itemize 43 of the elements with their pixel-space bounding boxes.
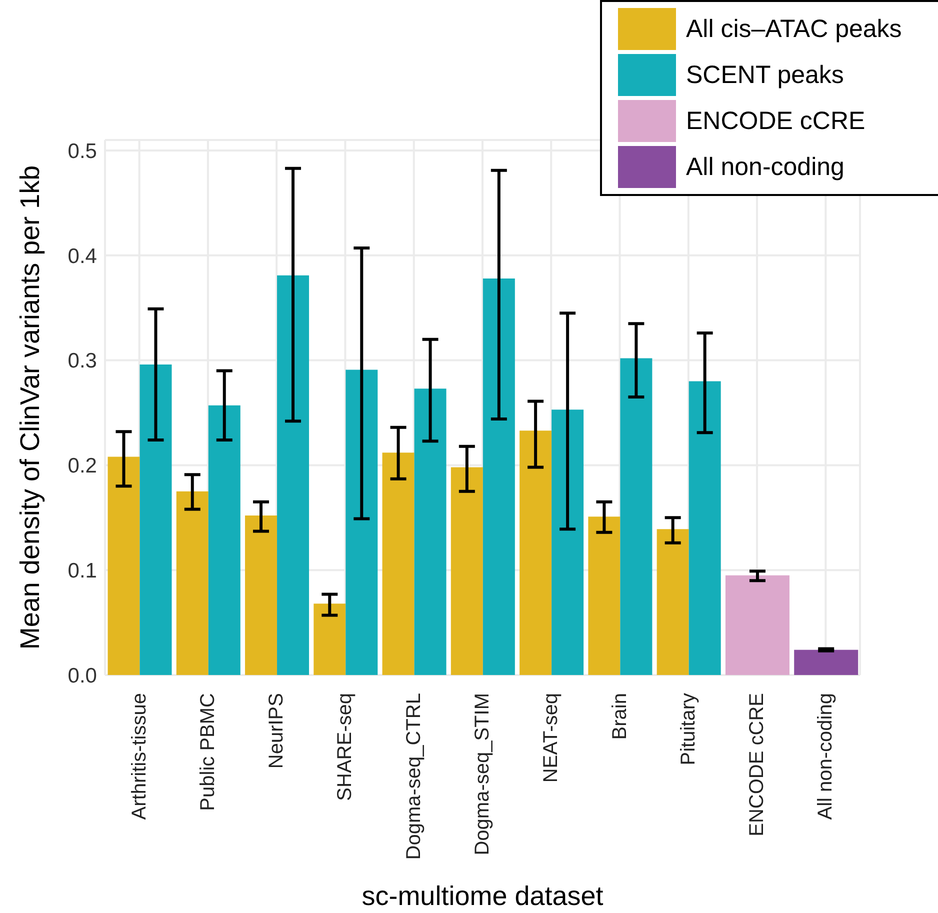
bar bbox=[208, 405, 240, 675]
y-tick-label: 0.1 bbox=[68, 560, 97, 583]
legend-label: All non-coding bbox=[686, 152, 844, 182]
bar bbox=[520, 430, 552, 675]
bar bbox=[414, 388, 446, 675]
x-tick-label: Dogma-seq_STIM bbox=[472, 693, 494, 856]
x-tick-label: ENCODE cCRE bbox=[746, 693, 768, 836]
x-tick-label: SHARE-seq bbox=[334, 693, 356, 801]
bar bbox=[688, 381, 721, 675]
bar bbox=[140, 364, 172, 675]
bar bbox=[346, 370, 378, 675]
bar bbox=[450, 467, 483, 675]
x-tick-label: Pituitary bbox=[677, 693, 700, 766]
y-tick-label: 0.3 bbox=[68, 350, 97, 373]
x-tick-label: Public PBMC bbox=[196, 693, 219, 811]
bar bbox=[176, 491, 208, 675]
bar bbox=[108, 456, 140, 675]
legend-label: All cis–ATAC peaks bbox=[686, 14, 902, 44]
bar bbox=[725, 575, 790, 675]
y-axis-title: Mean density of ClinVar variants per 1kb bbox=[15, 165, 45, 650]
bar bbox=[314, 604, 346, 675]
bar bbox=[656, 529, 689, 675]
y-tick-label: 0.5 bbox=[68, 140, 97, 163]
y-tick-label: 0.2 bbox=[68, 454, 97, 478]
bar bbox=[382, 452, 414, 675]
x-tick-label: Dogma-seq_CTRL bbox=[402, 693, 425, 860]
x-tick-label: Brain bbox=[608, 693, 631, 740]
bar bbox=[245, 516, 278, 675]
y-tick-label: 0.4 bbox=[68, 244, 98, 268]
y-tick-label: 0.0 bbox=[68, 664, 97, 688]
bar bbox=[794, 650, 858, 675]
bar bbox=[277, 275, 310, 675]
x-tick-label: NEAT-seq bbox=[540, 693, 562, 783]
bar bbox=[588, 516, 620, 675]
x-tick-label: Arthritis-tissue bbox=[128, 693, 150, 820]
x-tick-label: NeurIPS bbox=[266, 693, 288, 769]
x-axis-title: sc-multiome dataset bbox=[362, 881, 604, 911]
x-tick-label: All non-coding bbox=[814, 693, 837, 820]
legend-label: ENCODE cCRE bbox=[686, 106, 866, 136]
legend-label: SCENT peaks bbox=[686, 60, 844, 90]
bar bbox=[482, 278, 515, 675]
bar bbox=[620, 358, 652, 675]
bar bbox=[552, 410, 584, 675]
